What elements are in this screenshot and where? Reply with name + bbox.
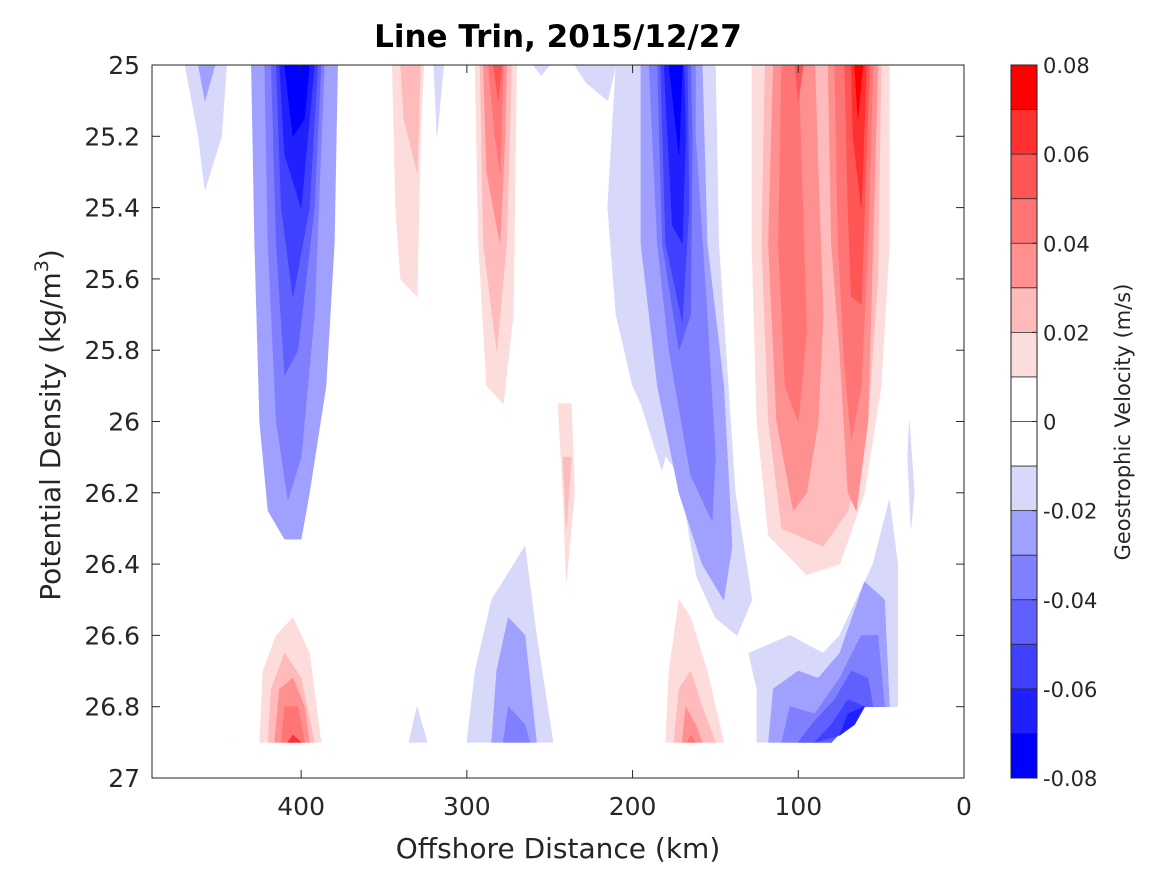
contour-red-core-400km-pos7 bbox=[287, 734, 302, 743]
contour-blue-tip-30km-neg1 bbox=[907, 421, 915, 529]
contour-red-core-240km-pos1 bbox=[529, 296, 587, 661]
contour-red-core-80km-pos8 bbox=[854, 65, 864, 119]
contour-blue-deep-260km-neg3 bbox=[502, 706, 531, 743]
colorbar-tick-label: 0.08 bbox=[1043, 54, 1090, 78]
colorbar-tick-label: 0.04 bbox=[1043, 232, 1090, 256]
y-tick-label: 26 bbox=[108, 408, 140, 437]
y-tick-label: 25 bbox=[108, 51, 140, 80]
contour-red-core-280km-pos6 bbox=[493, 65, 503, 101]
x-axis: 400 300 200 100 0 bbox=[277, 65, 972, 821]
y-tick-label: 25.6 bbox=[84, 265, 140, 294]
contour-blue-deep-70km-neg6 bbox=[839, 706, 865, 736]
colorbar-tick-label: 0 bbox=[1043, 411, 1056, 435]
colorbar-ticks: 0.08 0.06 0.04 0.02 0 -0.02 -0.04 -0.06 -0.08 bbox=[1032, 54, 1097, 791]
colorbar-segment bbox=[1011, 644, 1037, 689]
y-tick-label: 26.8 bbox=[84, 693, 140, 722]
y-tick-label: 25.2 bbox=[84, 122, 140, 151]
colorbar-segment bbox=[1011, 510, 1037, 556]
colorbar-tick-label: 0.06 bbox=[1043, 143, 1090, 167]
y-tick-label: 26.4 bbox=[84, 550, 140, 579]
y-tick-label: 27 bbox=[108, 764, 140, 793]
y-axis-label-main: Potential Density (kg/m bbox=[34, 272, 67, 601]
contour-weak-blue-460km-neg2 bbox=[198, 65, 216, 101]
contour-red-core-80km-pos6 bbox=[794, 65, 804, 101]
colorbar-segment bbox=[1011, 376, 1037, 422]
colorbar-segment bbox=[1011, 466, 1037, 511]
x-tick-label: 200 bbox=[609, 792, 657, 821]
contour-red-core-80km-pos7 bbox=[850, 65, 867, 208]
contour-blue-core-400km-neg7 bbox=[284, 65, 310, 137]
contour-red-core-330km-pos3 bbox=[400, 65, 421, 173]
colorbar-segment bbox=[1011, 243, 1037, 288]
contour-red-core-240km-pos3 bbox=[562, 456, 572, 529]
x-tick-label: 400 bbox=[277, 792, 325, 821]
colorbar-segment bbox=[1011, 109, 1037, 155]
colorbar-segment bbox=[1011, 287, 1037, 333]
colorbar-segment bbox=[1011, 555, 1037, 600]
colorbar-tick-label: 0.02 bbox=[1043, 321, 1090, 345]
contour-red-core-280km-pos5 bbox=[488, 65, 504, 173]
contour-weak-blue-460km-neg1 bbox=[184, 65, 227, 191]
contour-weak-blue-180km-left-neg1 bbox=[574, 65, 617, 101]
colorbar-tick-label: -0.06 bbox=[1043, 678, 1097, 702]
contour-weak-blue-top-neg1 bbox=[532, 65, 551, 76]
chart-title: Line Trin, 2015/12/27 bbox=[374, 19, 742, 55]
x-tick-label: 0 bbox=[956, 792, 972, 821]
y-tick-label: 25.4 bbox=[84, 194, 140, 223]
contour-blue-deep-70km-neg5 bbox=[814, 699, 865, 743]
x-axis-label: Offshore Distance (km) bbox=[396, 832, 721, 865]
colorbar-segment bbox=[1011, 198, 1037, 244]
contour-red-core-160km-pos5 bbox=[686, 734, 696, 743]
y-axis-label-superscript: 3 bbox=[31, 260, 53, 272]
colorbar-tick-label: -0.02 bbox=[1043, 500, 1097, 524]
contour-fills bbox=[168, 65, 915, 743]
colorbar-tick-label: -0.08 bbox=[1043, 767, 1097, 791]
colorbar-segment bbox=[1011, 599, 1037, 645]
y-tick-label: 26.2 bbox=[84, 479, 140, 508]
colorbar-segment bbox=[1011, 421, 1037, 467]
colorbar-segment bbox=[1011, 688, 1037, 734]
y-axis-label-close: ) bbox=[34, 249, 67, 260]
colorbar-label: Geostrophic Velocity (m/s) bbox=[1111, 284, 1135, 561]
x-tick-label: 100 bbox=[774, 792, 822, 821]
y-tick-label: 25.8 bbox=[84, 336, 140, 365]
x-tick-label: 300 bbox=[443, 792, 491, 821]
colorbar-segment bbox=[1011, 332, 1037, 377]
contour-blue-deep-330km-neg1 bbox=[408, 706, 428, 743]
y-axis-label: Potential Density (kg/m3) bbox=[31, 249, 67, 601]
contour-blue-core-170km-neg7 bbox=[668, 65, 683, 155]
colorbar-segment bbox=[1011, 154, 1037, 199]
colorbar-segment bbox=[1011, 65, 1037, 110]
colorbar-tick-label: -0.04 bbox=[1043, 589, 1097, 613]
y-axis: 25 25.2 25.4 25.6 25.8 26 26.2 26.4 26.6 26.8 27 bbox=[84, 51, 964, 793]
contour-weak-blue-310km-neg1 bbox=[433, 65, 445, 137]
colorbar-segment bbox=[1011, 733, 1037, 778]
y-tick-label: 26.6 bbox=[84, 621, 140, 650]
colorbar bbox=[1010, 64, 1038, 779]
